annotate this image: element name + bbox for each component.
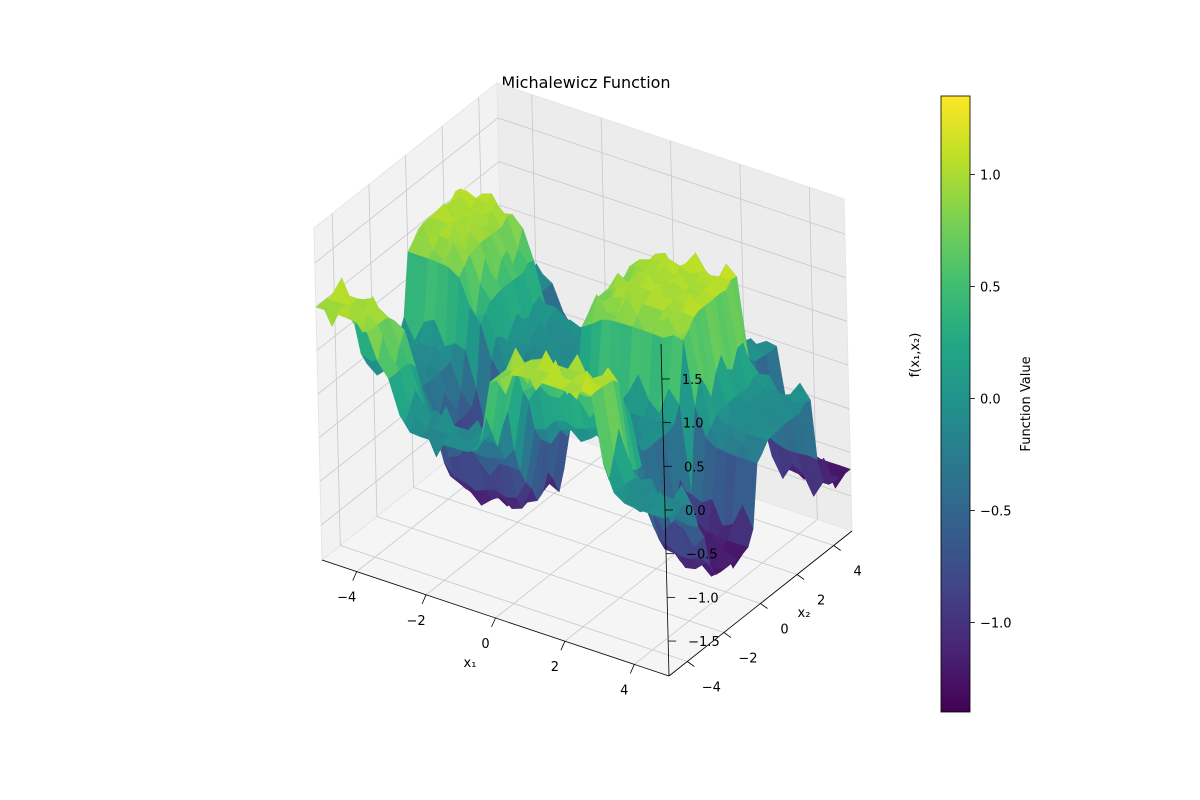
x-tick-label: 4 [620, 683, 628, 698]
y-tick-label: 4 [854, 565, 862, 580]
grid-line-y [413, 487, 761, 604]
y-tick-label: −4 [702, 681, 721, 696]
axes: −4 −2 0 2 4 −4 −2 0 2 4 −1.5 −1.0 −0.5 0.0 0.5 1.0 1.5 [321, 343, 862, 698]
x-tick [560, 641, 566, 651]
colorbar-tick-label: 0.0 [980, 392, 1001, 407]
grid-line-z [315, 161, 500, 307]
x-tick [629, 664, 635, 674]
y-axis-label: x₂ [798, 606, 811, 621]
x-tick-label: 2 [551, 660, 559, 675]
surface-plot [315, 188, 851, 577]
colorbar: −1.0 −0.5 0.0 0.5 1.0 Function Value [940, 95, 1034, 713]
y-tick [796, 574, 805, 580]
grid-line-z [314, 117, 499, 264]
x-tick-label: −4 [337, 591, 356, 606]
surface-patch [654, 490, 671, 519]
colorbar-tick-label: 1.0 [980, 168, 1001, 183]
z-tick-label: −0.5 [686, 548, 718, 563]
colorbar-tick-label: −0.5 [980, 504, 1012, 519]
y-tick-label: 2 [817, 594, 825, 609]
grid-line-z [497, 117, 845, 235]
colorbar-tick-label: −1.0 [980, 616, 1012, 631]
z-tick-label: 0.5 [684, 460, 705, 475]
grid-line-z [498, 161, 847, 279]
colorbar-tick-label: 0.5 [980, 280, 1001, 295]
z-tick-label: 1.5 [682, 373, 703, 388]
z-tick-label: 1.0 [683, 417, 704, 432]
chart-title: Michalewicz Function [501, 73, 670, 92]
x-tick [491, 617, 496, 628]
z-axis-label: f(x₁,x₂) [908, 333, 923, 378]
z-tick-label: 0.0 [685, 504, 706, 519]
y-tick [723, 632, 732, 638]
z-tick-label: −1.0 [687, 591, 719, 606]
grid-line-y [376, 516, 725, 633]
y-tick-label: 0 [780, 623, 788, 638]
y-tick [760, 603, 768, 609]
z-tick-label: −1.5 [688, 635, 720, 650]
x-tick-label: −2 [407, 614, 426, 629]
x-axis-label: x₁ [464, 656, 477, 671]
colorbar-gradient [940, 95, 971, 713]
x-tick [421, 594, 427, 604]
y-tick [833, 545, 841, 551]
colorbar-ticks: −1.0 −0.5 0.0 0.5 1.0 [970, 168, 1012, 631]
y-tick-label: −2 [738, 652, 757, 667]
grid-line-y [340, 545, 688, 662]
colorbar-label: Function Value [1019, 356, 1034, 451]
x-tick [352, 571, 358, 581]
x-tick-label: 0 [481, 637, 489, 652]
y-tick [687, 661, 695, 667]
